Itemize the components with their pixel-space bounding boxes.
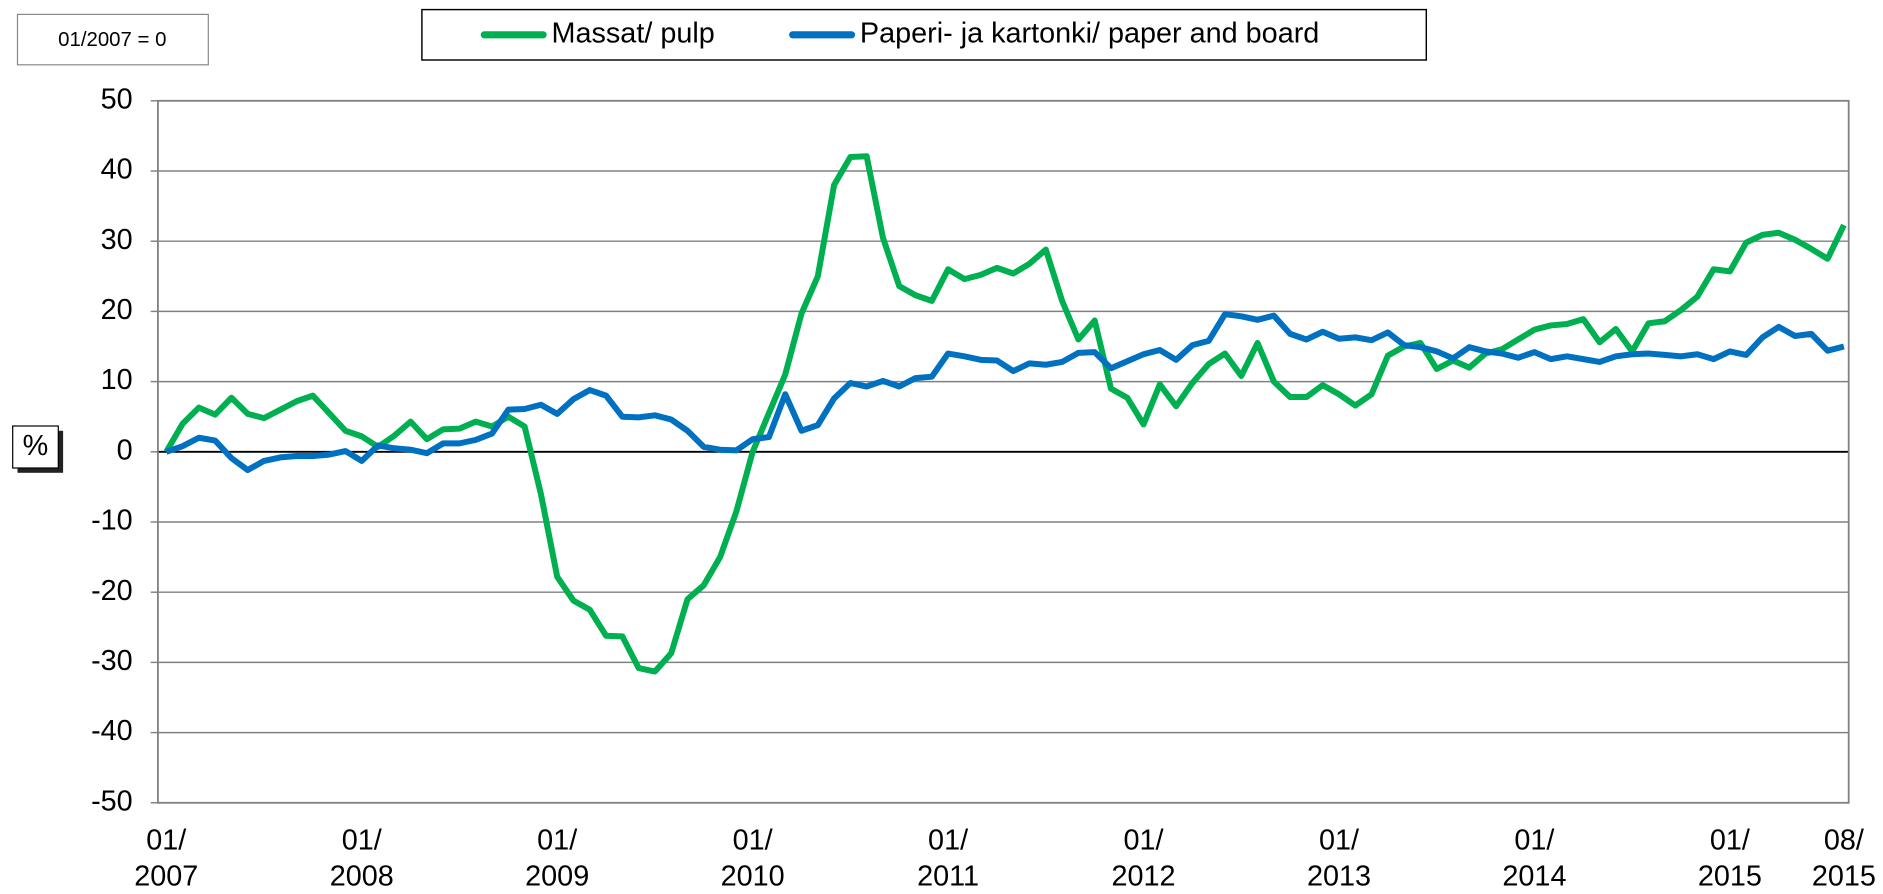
x-tick-label: 01/2011 [917,825,979,893]
plot-frame [157,99,1850,804]
y-tick-label: 10 [101,364,133,396]
y-axis-label: % [23,430,49,462]
annotation-box [16,13,209,66]
y-tick-label: 0 [117,434,133,466]
y-tick-label: -30 [91,645,133,677]
x-tick-label: 01/2009 [525,825,589,893]
y-tick-label: 20 [101,294,133,326]
legend-label: Massat/ pulp [552,17,715,49]
y-tick-label: -40 [91,715,133,747]
y-tick-label: -20 [91,575,133,607]
x-tick-label: 01/2012 [1112,825,1176,893]
x-tick-label: 01/2010 [721,825,785,893]
series-line [165,311,1845,474]
x-tick-label: 08/2015 [1812,825,1876,893]
y-tick-label: 50 [101,83,133,115]
y-tick-label: 30 [101,224,133,256]
x-tick-label: 01/2013 [1307,825,1371,893]
series-line [163,153,1847,675]
y-tick-label: -50 [91,785,133,817]
y-tick-label: 40 [101,154,133,186]
legend-label: Paperi- ja kartonki/ paper and board [860,17,1319,49]
x-tick-label: 01/2008 [330,825,394,893]
y-tick-label: -10 [91,505,133,537]
legend-box [421,8,1428,61]
annotation: 01/2007 = 0 [58,29,166,51]
x-tick-label: 01/2015 [1698,825,1762,893]
ylabel-box [12,425,59,469]
x-tick-label: 01/2014 [1502,825,1566,893]
x-tick-label: 01/2007 [134,825,198,893]
